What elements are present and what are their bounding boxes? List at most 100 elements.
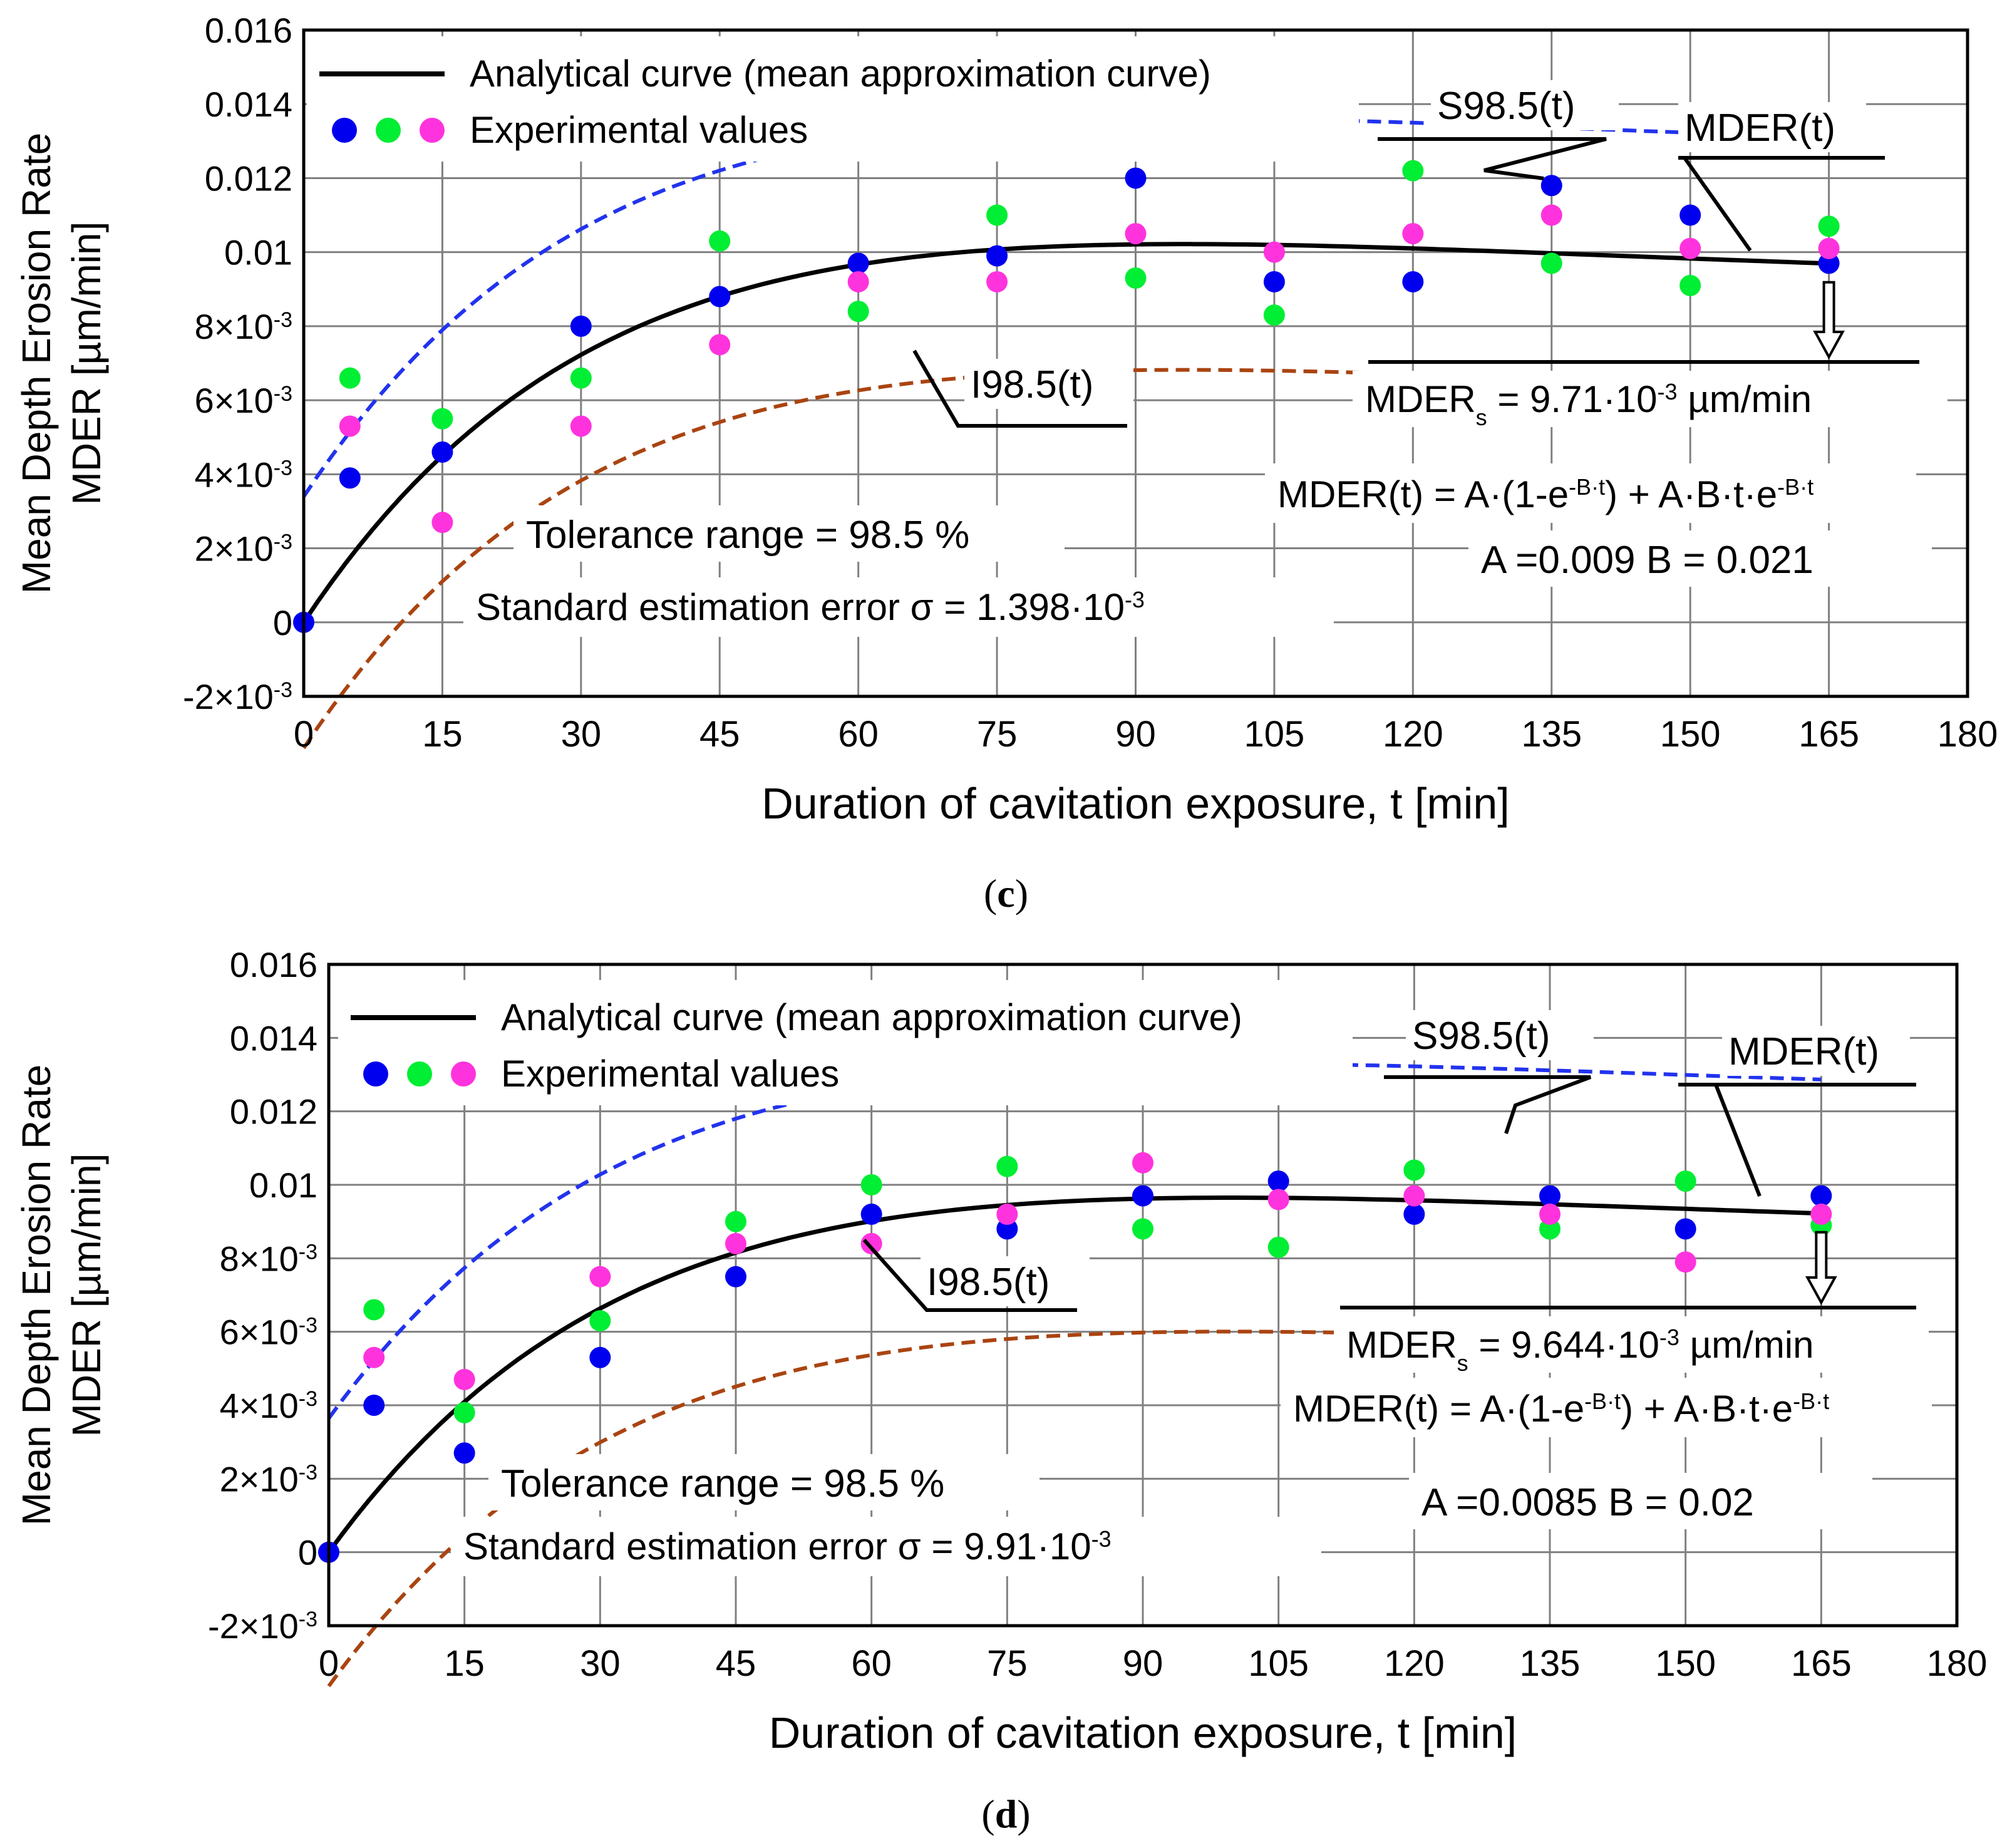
y-tick-label: 6×10-3 <box>195 381 292 420</box>
legend-point-swatch <box>363 1061 388 1087</box>
formula-bg <box>1281 1378 1932 1437</box>
data-point <box>1818 215 1840 237</box>
data-point <box>1132 1218 1153 1240</box>
data-point <box>589 1346 611 1368</box>
y-axis-label-line2: MDER [µm/min] <box>64 1154 109 1437</box>
data-point <box>986 271 1008 292</box>
data-point <box>1403 1203 1425 1225</box>
data-point <box>1679 274 1701 296</box>
lower-label-leader <box>862 1239 1077 1312</box>
tolerance-bg <box>488 1454 1040 1510</box>
legend-curve-label: Analytical curve (mean approximation cur… <box>470 53 1211 95</box>
y-tick-label: 4×10-3 <box>195 455 292 494</box>
y-tick-label: 0.014 <box>205 85 292 124</box>
tolerance-text: Tolerance range = 98.5 % <box>526 514 969 557</box>
error-bg <box>451 1517 1321 1576</box>
params-text: A =0.0085 B = 0.02 <box>1421 1481 1754 1524</box>
y-tick-label: 2×10-3 <box>195 529 292 569</box>
formula-text: MDER(t) = A·(1-e-B·t) + A·B·t·e-B·t <box>1277 473 1813 515</box>
lower-tolerance-curve <box>302 368 1829 750</box>
x-tick-label: 90 <box>1115 714 1156 755</box>
data-point <box>847 301 869 323</box>
y-tick-label: 0.01 <box>249 1165 317 1205</box>
data-point <box>847 271 869 292</box>
data-point <box>1810 1203 1832 1225</box>
data-point <box>363 1346 385 1368</box>
analytical-curve <box>302 242 1829 624</box>
upper-band-label: S98.5(t) <box>1437 85 1576 128</box>
caption-c: (c) <box>983 871 1029 916</box>
caption-d: (d) <box>981 1792 1031 1836</box>
error-bg <box>463 577 1334 637</box>
mders-text: MDERs = 9.71·10-3 µm/min <box>1365 378 1812 430</box>
data-point <box>860 1203 882 1225</box>
y-tick-label: -2×10-3 <box>183 677 292 716</box>
y-tick-label: 0.01 <box>224 233 292 272</box>
upper-label-leader <box>1384 1075 1592 1134</box>
steady-state-arrow <box>1813 281 1845 360</box>
data-point <box>709 230 731 252</box>
formula-text: MDER(t) = A·(1-e-B·t) + A·B·t·e-B·t <box>1293 1388 1829 1430</box>
data-point <box>996 1218 1018 1240</box>
upper-label-bg <box>1406 1010 1594 1060</box>
x-tick-label: 0 <box>319 1643 339 1684</box>
x-tick-label: 105 <box>1248 1643 1309 1684</box>
data-point <box>847 252 869 274</box>
x-tick-label: 135 <box>1520 1643 1581 1684</box>
data-point <box>1539 1218 1561 1240</box>
data-point <box>1402 223 1424 245</box>
x-axis-label: Duration of cavitation exposure, t [min] <box>761 779 1509 828</box>
curve-label: MDER(t) <box>1684 106 1835 150</box>
data-point <box>709 286 731 307</box>
x-tick-label: 45 <box>699 714 740 755</box>
data-point <box>725 1210 746 1232</box>
formula-bg <box>1265 463 1916 523</box>
data-point <box>589 1266 611 1288</box>
x-tick-label: 180 <box>1927 1643 1988 1684</box>
data-point <box>1267 1189 1289 1210</box>
legend-background <box>307 36 1359 162</box>
x-tick-label: 60 <box>851 1643 892 1684</box>
legend-point-swatch <box>420 118 445 143</box>
data-point <box>1818 237 1840 259</box>
params-bg <box>1409 1473 1872 1529</box>
data-point <box>570 415 592 437</box>
data-point <box>1540 175 1562 197</box>
x-tick-label: 165 <box>1791 1643 1852 1684</box>
legend-point-swatch <box>407 1061 432 1087</box>
x-tick-label: 15 <box>444 1643 485 1684</box>
data-point <box>453 1401 475 1423</box>
y-axis-label-line1: Mean Depth Erosion Rate <box>14 1065 59 1525</box>
x-tick-label: 165 <box>1798 714 1859 755</box>
curve-label-leader <box>1678 156 1885 252</box>
y-tick-label: -2×10-3 <box>208 1606 317 1646</box>
data-point <box>589 1310 611 1332</box>
data-point <box>1402 271 1424 292</box>
y-tick-label: 8×10-3 <box>220 1239 317 1278</box>
data-point <box>1539 1185 1561 1207</box>
chart-panel-d: 0 15 30 45 60 75 90 105 120 135 150 165 180-2×10-302… <box>14 945 1988 1757</box>
data-point <box>1125 223 1147 245</box>
data-point <box>570 367 592 389</box>
x-tick-label: 180 <box>1937 714 1998 755</box>
data-point <box>709 334 731 356</box>
x-axis-label: Duration of cavitation exposure, t [min] <box>769 1708 1517 1757</box>
data-point <box>1402 160 1424 182</box>
data-point <box>1403 1185 1425 1207</box>
legend-point-swatch <box>451 1061 476 1087</box>
data-point <box>363 1299 385 1321</box>
x-tick-label: 60 <box>838 714 879 755</box>
data-point <box>1539 1203 1561 1225</box>
caption-d-letter: d <box>994 1792 1018 1836</box>
data-point <box>1125 267 1147 289</box>
y-tick-label: 0.012 <box>230 1092 317 1132</box>
y-tick-label: 0.016 <box>205 11 292 50</box>
data-point <box>431 408 453 430</box>
data-point <box>363 1395 385 1416</box>
x-tick-label: 30 <box>561 714 602 755</box>
x-tick-label: 75 <box>987 1643 1028 1684</box>
lower-label-bg <box>921 1256 1090 1306</box>
curve-label-bg <box>1678 102 1866 152</box>
data-point <box>725 1266 746 1288</box>
data-point <box>431 441 453 463</box>
